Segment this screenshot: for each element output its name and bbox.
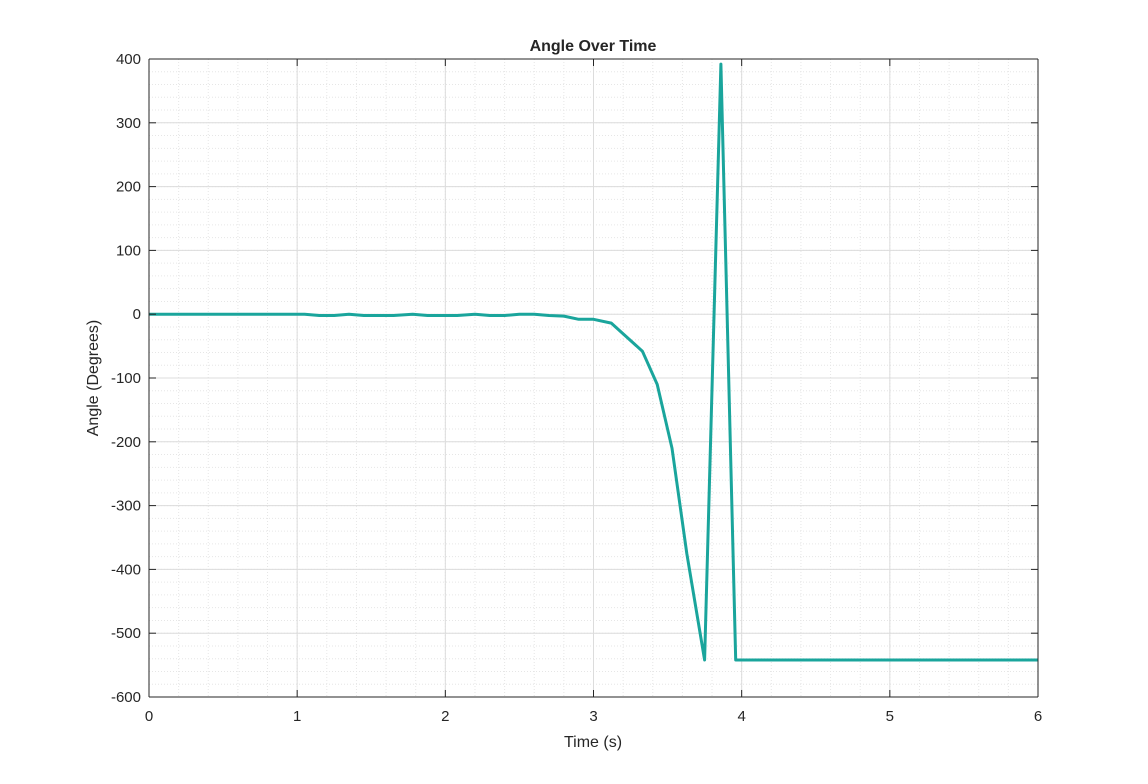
y-tick-label: -500	[111, 625, 141, 642]
x-tick-label: 0	[145, 708, 153, 725]
x-tick-label: 6	[1034, 708, 1042, 725]
y-tick-label: 300	[116, 115, 141, 132]
x-tick-label: 4	[737, 708, 745, 725]
y-tick-label: -100	[111, 370, 141, 387]
x-tick-label: 5	[886, 708, 894, 725]
x-tick-label: 2	[441, 708, 449, 725]
x-axis-label: Time (s)	[564, 734, 622, 751]
y-axis-label: Angle (Degrees)	[85, 320, 102, 437]
y-tick-label: 0	[133, 306, 141, 323]
y-tick-label: -200	[111, 434, 141, 451]
y-tick-label: -400	[111, 561, 141, 578]
series-line-1	[149, 62, 1038, 662]
x-tick-label: 3	[589, 708, 597, 725]
series-layer	[149, 62, 1038, 662]
y-tick-label: 100	[116, 242, 141, 259]
chart-title: Angle Over Time	[530, 38, 657, 55]
tick-layer: 0 1 2 3 4 5 6 -600 -500 -400 -300 -200 -100 0 100 200 30…	[111, 51, 1042, 725]
x-tick-label: 1	[293, 708, 301, 725]
y-tick-label: -300	[111, 498, 141, 515]
y-tick-label: -600	[111, 689, 141, 706]
y-tick-label: 200	[116, 179, 141, 196]
y-tick-label: 400	[116, 51, 141, 68]
